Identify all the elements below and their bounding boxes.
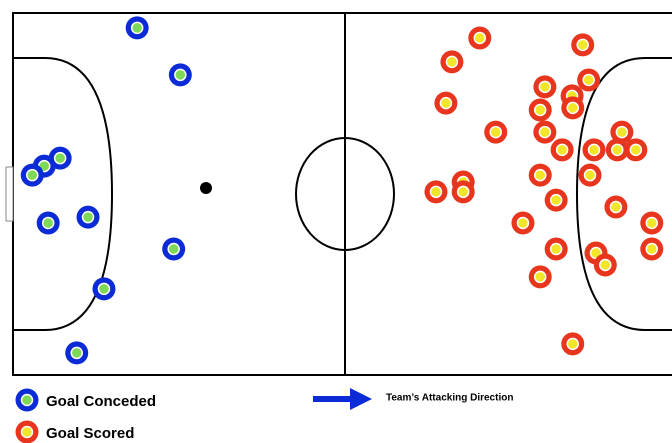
marker-center (538, 80, 552, 94)
marker-center (533, 270, 547, 284)
marker-center (576, 38, 589, 52)
right-penalty-area (575, 57, 672, 331)
marker-center (130, 21, 144, 35)
legend-label: Goal Conceded (46, 393, 156, 410)
marker-center (20, 393, 34, 407)
marker-center (429, 185, 443, 199)
marker-center (533, 168, 547, 182)
marker-center (555, 143, 569, 157)
left-goal (5, 166, 14, 222)
marker-center (538, 125, 552, 139)
marker-center (81, 210, 95, 224)
marker-center (70, 346, 83, 360)
legend-label: Goal Scored (46, 425, 134, 442)
marker-center (629, 143, 643, 157)
marker-center (174, 68, 187, 82)
marker-center (439, 96, 453, 110)
marker-center (445, 55, 459, 69)
marker-center (645, 242, 659, 256)
annotation: Team’s Attacking Direction (386, 393, 513, 404)
marker-center (583, 168, 597, 182)
marker-center (473, 31, 487, 45)
marker-center (533, 103, 547, 117)
marker-center (167, 242, 180, 256)
penalty-mark (200, 182, 212, 194)
marker-center (566, 337, 580, 351)
pitch (5, 12, 672, 376)
marker-center (516, 216, 530, 230)
marker-center (610, 143, 624, 157)
marker-center (20, 425, 34, 439)
marker-center (41, 216, 55, 230)
marker-center (609, 200, 623, 214)
marker-center (97, 282, 111, 296)
marker-center (549, 242, 563, 256)
marker-center (615, 125, 629, 139)
marker-center (549, 193, 563, 207)
marker-center (645, 216, 659, 230)
marker-center (26, 168, 39, 182)
marker-center (587, 143, 601, 157)
marker-center (582, 73, 595, 87)
left-penalty-area (13, 57, 114, 331)
marker-center (456, 185, 470, 199)
marker-center (566, 101, 580, 115)
center-circle (295, 137, 395, 251)
marker-center (489, 125, 502, 139)
direction-arrow: Team’s Attacking Direction (313, 388, 513, 410)
marker-center (599, 258, 612, 272)
marker-center (53, 151, 67, 165)
arrow-head (350, 388, 372, 410)
